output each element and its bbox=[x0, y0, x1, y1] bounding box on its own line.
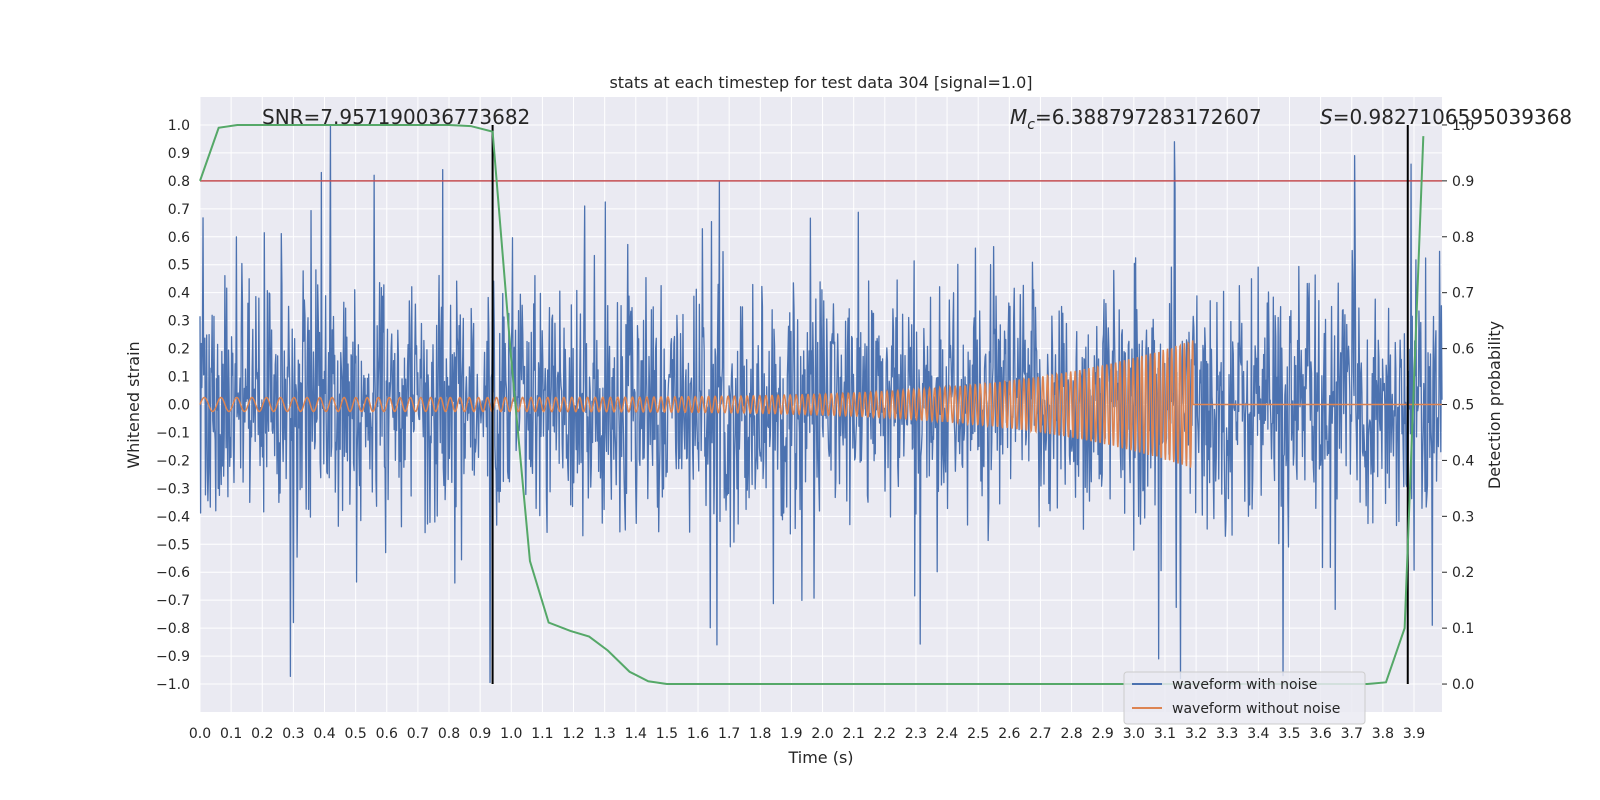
y2-tick-label: 1.0 bbox=[1452, 118, 1474, 134]
x-tick-label: 3.4 bbox=[1247, 726, 1269, 742]
y-tick-label: −0.3 bbox=[156, 481, 190, 497]
chirp-mass-value: =6.388797283172607 bbox=[1035, 105, 1262, 129]
y-tick-label: −1.0 bbox=[156, 677, 190, 693]
x-axis-label: Time (s) bbox=[787, 748, 853, 767]
y2-axis-label: Detection probability bbox=[1485, 321, 1504, 489]
y2-tick-label: 0.6 bbox=[1452, 342, 1474, 358]
x-tick-label: 2.0 bbox=[811, 726, 833, 742]
x-tick-label: 1.5 bbox=[656, 726, 678, 742]
chirp-mass-subscript: c bbox=[1027, 117, 1035, 133]
x-tick-label: 2.3 bbox=[905, 726, 927, 742]
y-tick-label: −0.6 bbox=[156, 565, 190, 581]
y-tick-label: 0.1 bbox=[168, 370, 190, 386]
x-tick-label: 3.1 bbox=[1154, 726, 1176, 742]
y-tick-label: 0.3 bbox=[168, 314, 190, 330]
x-tick-label: 3.2 bbox=[1185, 726, 1207, 742]
x-tick-label: 3.9 bbox=[1403, 726, 1425, 742]
x-tick-label: 1.3 bbox=[594, 726, 616, 742]
y-tick-label: 0.0 bbox=[168, 398, 190, 414]
y-tick-label: 1.0 bbox=[168, 118, 190, 134]
x-tick-label: 2.1 bbox=[843, 726, 865, 742]
y-tick-label: −0.9 bbox=[156, 649, 190, 665]
x-tick-label: 0.9 bbox=[469, 726, 491, 742]
y2-tick-label: 0.3 bbox=[1452, 509, 1474, 525]
x-tick-label: 3.7 bbox=[1341, 726, 1363, 742]
s-symbol: S bbox=[1320, 105, 1333, 129]
x-tick-label: 2.6 bbox=[998, 726, 1020, 742]
x-tick-label: 0.8 bbox=[438, 726, 460, 742]
y-tick-label: −0.8 bbox=[156, 621, 190, 637]
y-tick-label: 0.5 bbox=[168, 258, 190, 274]
y-tick-label: −0.7 bbox=[156, 593, 190, 609]
x-tick-labels: 0.0 0.1 0.2 0.3 0.4 0.5 0.6 0.7 0.8 0.9 1.0 1.1 1.2 1… bbox=[189, 726, 1425, 742]
y-tick-label: −0.2 bbox=[156, 453, 190, 469]
y2-tick-label: 0.5 bbox=[1452, 398, 1474, 414]
s-value: =0.9827106595039368 bbox=[1333, 105, 1572, 129]
legend-label-clean: waveform without noise bbox=[1172, 701, 1340, 717]
x-tick-label: 2.5 bbox=[967, 726, 989, 742]
legend: waveform with noise waveform without noi… bbox=[1123, 671, 1366, 725]
x-tick-label: 1.0 bbox=[500, 726, 522, 742]
y2-tick-label: 0.0 bbox=[1452, 677, 1474, 693]
x-tick-label: 2.8 bbox=[1060, 726, 1082, 742]
x-tick-label: 0.5 bbox=[345, 726, 367, 742]
y2-tick-label: 0.8 bbox=[1452, 230, 1474, 246]
y2-tick-label: 0.1 bbox=[1452, 621, 1474, 637]
chirp-mass-symbol: M bbox=[1010, 105, 1027, 129]
x-tick-label: 1.2 bbox=[562, 726, 584, 742]
y-tick-label: −0.1 bbox=[156, 425, 190, 441]
x-tick-label: 1.6 bbox=[687, 726, 709, 742]
y2-tick-label: 0.2 bbox=[1452, 565, 1474, 581]
x-tick-label: 1.4 bbox=[625, 726, 647, 742]
y-tick-label: 0.7 bbox=[168, 202, 190, 218]
x-tick-label: 0.7 bbox=[407, 726, 429, 742]
chart-title: stats at each timestep for test data 304… bbox=[609, 73, 1032, 92]
legend-label-noisy: waveform with noise bbox=[1172, 677, 1317, 693]
y2-tick-label: 0.4 bbox=[1452, 453, 1474, 469]
x-tick-label: 0.0 bbox=[189, 726, 211, 742]
y2-tick-label: 0.7 bbox=[1452, 286, 1474, 302]
x-tick-label: 0.1 bbox=[220, 726, 242, 742]
x-tick-label: 2.2 bbox=[874, 726, 896, 742]
x-tick-label: 3.6 bbox=[1309, 726, 1331, 742]
x-tick-label: 2.9 bbox=[1092, 726, 1114, 742]
y-tick-label: 0.9 bbox=[168, 146, 190, 162]
y2-tick-labels: 1.0 0.9 0.8 0.7 0.6 0.5 0.4 0.3 0.2 0.1 0.0 bbox=[1442, 118, 1474, 693]
x-tick-label: 1.1 bbox=[531, 726, 553, 742]
x-tick-label: 0.2 bbox=[251, 726, 273, 742]
x-tick-label: 2.7 bbox=[1029, 726, 1051, 742]
y-tick-label: 0.2 bbox=[168, 342, 190, 358]
s-annotation: S=0.9827106595039368 bbox=[1320, 105, 1572, 129]
x-tick-label: 3.8 bbox=[1372, 726, 1394, 742]
x-tick-label: 1.9 bbox=[780, 726, 802, 742]
y-tick-label: 0.8 bbox=[168, 174, 190, 190]
x-tick-label: 3.0 bbox=[1123, 726, 1145, 742]
y-tick-labels: 1.0 0.9 0.8 0.7 0.6 0.5 0.4 0.3 0.2 0.1 0.0 −0.1 −0.… bbox=[156, 118, 190, 693]
chirp-mass-annotation: Mc=6.388797283172607 bbox=[1010, 105, 1262, 133]
y-tick-label: −0.5 bbox=[156, 537, 190, 553]
y-tick-label: 0.4 bbox=[168, 286, 190, 302]
x-tick-label: 2.4 bbox=[936, 726, 958, 742]
y-tick-label: 0.6 bbox=[168, 230, 190, 246]
y-tick-label: −0.4 bbox=[156, 509, 190, 525]
x-tick-label: 0.4 bbox=[313, 726, 335, 742]
snr-annotation: SNR=7.957190036773682 bbox=[262, 105, 530, 129]
legend-box bbox=[1123, 671, 1366, 725]
x-tick-label: 0.6 bbox=[376, 726, 398, 742]
x-tick-label: 0.3 bbox=[282, 726, 304, 742]
clean-waveform-line bbox=[199, 340, 1442, 468]
x-tick-label: 3.3 bbox=[1216, 726, 1238, 742]
x-tick-label: 1.7 bbox=[718, 726, 740, 742]
x-tick-label: 3.5 bbox=[1278, 726, 1300, 742]
y2-tick-label: 0.9 bbox=[1452, 174, 1474, 190]
y-axis-label: Whitened strain bbox=[124, 341, 143, 468]
x-tick-label: 1.8 bbox=[749, 726, 771, 742]
